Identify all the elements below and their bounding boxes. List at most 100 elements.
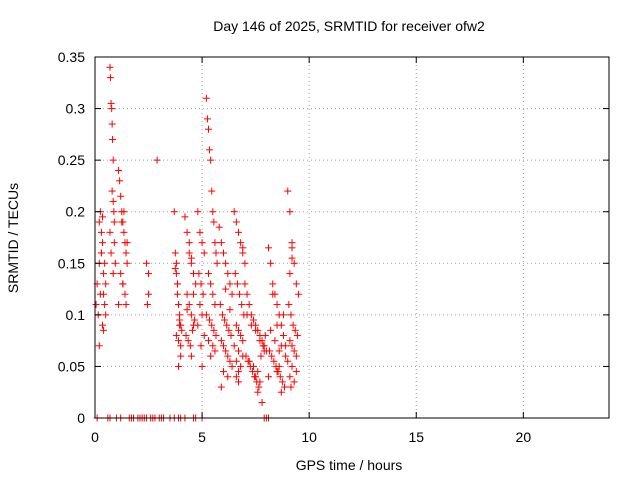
x-tick-label: 15 (408, 429, 424, 445)
data-point (290, 378, 298, 386)
data-point (221, 316, 229, 324)
data-point (267, 259, 275, 267)
data-point (101, 301, 109, 309)
x-tick-label: 5 (198, 429, 206, 445)
data-point (247, 321, 255, 329)
data-point (234, 368, 242, 376)
data-point (173, 280, 181, 288)
data-point (226, 280, 234, 288)
data-point (255, 383, 263, 391)
data-point (227, 331, 235, 339)
data-point (196, 228, 204, 236)
data-point (275, 347, 283, 355)
data-point (243, 311, 251, 319)
data-point (239, 337, 247, 345)
data-point (232, 373, 240, 381)
data-point (241, 259, 249, 267)
data-point (249, 316, 257, 324)
data-point (257, 352, 265, 360)
data-point (249, 362, 257, 370)
data-point (175, 301, 183, 309)
data-point (194, 321, 202, 329)
data-point (210, 326, 218, 334)
data-point (286, 337, 294, 345)
data-point (97, 249, 105, 257)
data-point (282, 352, 290, 360)
data-point (172, 331, 180, 339)
data-point (110, 239, 118, 247)
data-point (186, 342, 194, 350)
data-points (92, 63, 302, 422)
data-point (213, 259, 221, 267)
y-tick-label: 0.2 (66, 204, 86, 220)
data-point (277, 342, 285, 350)
data-point (234, 228, 242, 236)
data-point (287, 311, 295, 319)
data-point (182, 331, 190, 339)
data-point (173, 290, 181, 298)
data-point (205, 125, 213, 133)
data-point (287, 383, 295, 391)
data-point (254, 388, 262, 396)
data-point (212, 249, 220, 257)
data-point (95, 218, 103, 226)
data-point (108, 120, 116, 128)
data-point (224, 352, 232, 360)
data-point (176, 321, 184, 329)
data-point (207, 280, 215, 288)
data-point (123, 239, 131, 247)
data-point (205, 270, 213, 278)
data-point (288, 342, 296, 350)
data-point (200, 331, 208, 339)
data-point (111, 259, 119, 267)
data-point (224, 373, 232, 381)
data-point (216, 301, 224, 309)
data-point (259, 342, 267, 350)
data-point (231, 270, 239, 278)
data-point (107, 99, 115, 107)
data-point (106, 74, 114, 82)
x-tick-label: 10 (301, 429, 317, 445)
data-point (209, 208, 217, 216)
data-point (209, 290, 217, 298)
data-point (273, 368, 281, 376)
data-point (123, 259, 131, 267)
data-point (116, 177, 124, 185)
data-point (222, 259, 230, 267)
data-point (242, 352, 250, 360)
data-point (232, 357, 240, 365)
data-point (289, 321, 297, 329)
plot-frame (94, 56, 610, 419)
data-point (215, 223, 223, 231)
data-point (171, 264, 179, 272)
data-point (225, 326, 233, 334)
data-point (284, 357, 292, 365)
data-point (220, 342, 227, 350)
data-point (122, 301, 130, 309)
x-axis-label: GPS time / hours (296, 457, 403, 473)
y-tick-label: 0.05 (58, 358, 85, 374)
x-tick-label: 0 (91, 429, 99, 445)
data-point (241, 280, 249, 288)
data-point (172, 270, 180, 278)
data-point (234, 326, 242, 334)
data-point (292, 352, 300, 360)
data-point (279, 311, 287, 319)
data-point (109, 197, 117, 205)
data-point (276, 373, 284, 381)
data-point (108, 105, 116, 113)
data-point (290, 259, 298, 267)
data-point (181, 213, 189, 221)
data-point (277, 388, 285, 396)
data-point (234, 378, 242, 386)
data-point (171, 249, 179, 257)
data-point (120, 228, 128, 236)
data-point (256, 378, 264, 386)
data-point (207, 352, 215, 360)
data-point (109, 270, 117, 278)
data-point (187, 352, 195, 360)
data-point (237, 239, 245, 247)
data-point (270, 357, 278, 365)
data-point (275, 362, 283, 370)
grid-lines (95, 57, 609, 418)
